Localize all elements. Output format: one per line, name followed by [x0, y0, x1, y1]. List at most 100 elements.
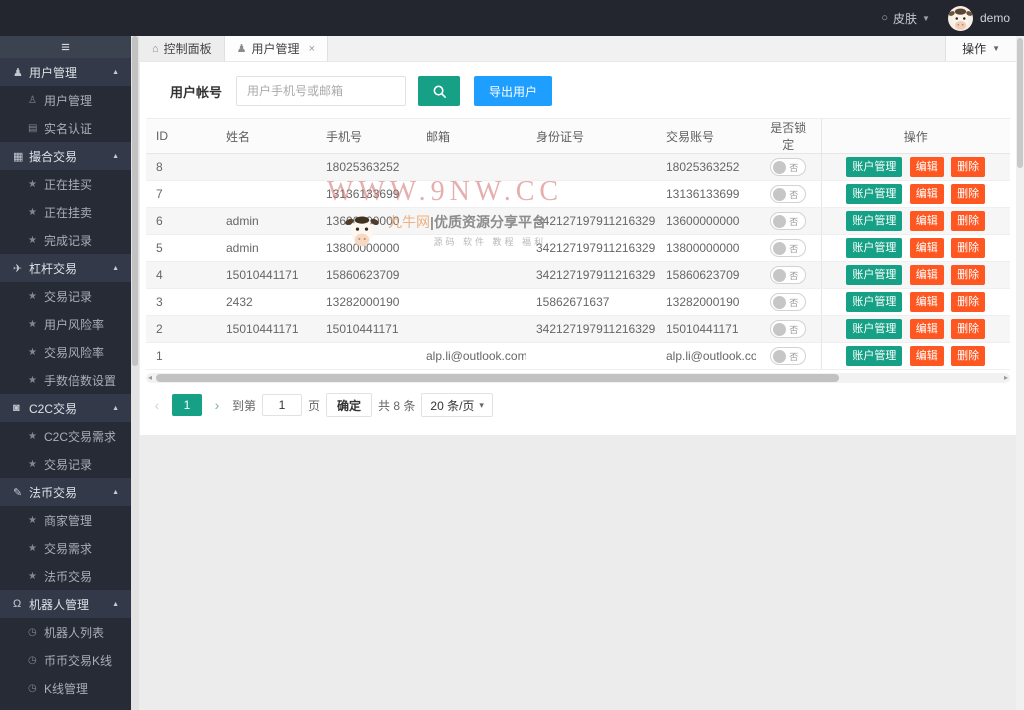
sidebar-item[interactable]: ◷ 币币交易K线 ▲ [0, 646, 131, 674]
cell-id: 3 [146, 288, 216, 316]
sidebar-item[interactable]: Ω 机器人管理 ▲ [0, 590, 131, 618]
edit-button[interactable]: 编辑 [909, 184, 944, 204]
sidebar-item-label: 用户风险率 [44, 317, 105, 332]
current-page-button[interactable]: 1 [172, 394, 202, 416]
user-menu[interactable]: demo [947, 5, 1010, 31]
scroll-left-icon[interactable]: ◂ [148, 373, 153, 382]
cell-email [416, 261, 526, 289]
sidebar-item[interactable]: ★ 商家管理 ▲ [0, 506, 131, 534]
tab-actions-dropdown[interactable]: 操作 ▼ [945, 36, 1016, 61]
edit-button[interactable]: 编辑 [909, 292, 944, 312]
delete-button[interactable]: 删除 [951, 211, 986, 231]
sidebar-item[interactable]: ▤ 实名认证 ▲ [0, 114, 131, 142]
cell-locked: 否 [756, 261, 821, 289]
sidebar-item[interactable]: ✈ 杠杆交易 ▲ [0, 254, 131, 282]
col-locked: 是否锁定 [756, 118, 821, 154]
sidebar-item[interactable]: ★ 正在挂买 ▲ [0, 170, 131, 198]
cell-account: 15860623709 [656, 261, 756, 289]
sidebar-item[interactable]: ♟ 用户管理 ▲ [0, 58, 131, 86]
account-manage-button[interactable]: 账户管理 [846, 292, 903, 312]
account-manage-button[interactable]: 账户管理 [846, 184, 903, 204]
sidebar-item[interactable]: ◙ C2C交易 ▲ [0, 394, 131, 422]
page-scrollbar[interactable] [1016, 36, 1024, 710]
scrollbar-thumb[interactable] [156, 374, 839, 382]
lock-toggle[interactable]: 否 [770, 347, 807, 365]
lock-toggle[interactable]: 否 [770, 266, 807, 284]
search-button[interactable] [418, 76, 461, 106]
sidebar-item[interactable]: ★ 交易风险率 ▲ [0, 338, 131, 366]
lock-toggle[interactable]: 否 [770, 185, 807, 203]
lock-toggle[interactable]: 否 [770, 158, 807, 176]
toggle-label: 否 [789, 351, 799, 362]
scroll-right-icon[interactable]: ▸ [1003, 373, 1008, 382]
tab-user-management[interactable]: ♟ 用户管理 × [224, 36, 328, 61]
table-row: 7 13136133699 13136133699 否 [146, 180, 1010, 208]
sidebar-item[interactable]: ★ 交易记录 ▲ [0, 282, 131, 310]
close-icon[interactable]: × [308, 42, 315, 55]
export-users-button[interactable]: 导出用户 [474, 76, 553, 106]
goto-suffix-label: 页 [308, 398, 321, 413]
sidebar-item[interactable]: ◷ 机器人列表 ▲ [0, 618, 131, 646]
cell-locked: 否 [756, 342, 821, 370]
account-manage-button[interactable]: 账户管理 [846, 211, 903, 231]
sidebar-item-label: 实名认证 [44, 121, 93, 136]
lock-toggle[interactable]: 否 [770, 293, 807, 311]
cell-email [416, 153, 526, 181]
sidebar-scrollbar[interactable] [131, 36, 139, 710]
delete-button[interactable]: 删除 [951, 265, 986, 285]
select-caret-icon: ▾ [479, 399, 484, 410]
sidebar-item[interactable]: ★ 交易需求 ▲ [0, 534, 131, 562]
sidebar-item[interactable]: ♙ 用户管理 ▲ [0, 86, 131, 114]
delete-button[interactable]: 删除 [951, 319, 986, 339]
account-manage-button[interactable]: 账户管理 [846, 238, 903, 258]
sidebar-item[interactable]: ★ 手数倍数设置 ▲ [0, 366, 131, 394]
sidebar-item[interactable]: ◷ K线管理 ▲ [0, 674, 131, 702]
lock-toggle[interactable]: 否 [770, 239, 807, 257]
sidebar-item-label: 交易风险率 [44, 345, 105, 360]
table-row: 4 15010441171 15860623709 34212719791121… [146, 261, 1010, 289]
edit-button[interactable]: 编辑 [909, 211, 944, 231]
sidebar-item[interactable]: ★ 正在挂卖 ▲ [0, 198, 131, 226]
lock-toggle[interactable]: 否 [770, 212, 807, 230]
search-input[interactable] [236, 76, 407, 106]
cell-idcard: 342127197911216329 [526, 207, 656, 235]
delete-button[interactable]: 删除 [951, 184, 986, 204]
delete-button[interactable]: 删除 [951, 292, 986, 312]
account-manage-button[interactable]: 账户管理 [846, 346, 903, 366]
toggle-knob-icon [773, 187, 787, 201]
account-manage-button[interactable]: 账户管理 [846, 265, 903, 285]
sidebar-item[interactable]: ★ C2C交易需求 ▲ [0, 422, 131, 450]
sidebar-item[interactable]: ★ 法币交易 ▲ [0, 562, 131, 590]
sidebar-item-label: C2C交易 [29, 401, 78, 416]
cell-id: 8 [146, 153, 216, 181]
horizontal-scrollbar[interactable]: ◂ ▸ [146, 373, 1010, 383]
goto-page-input[interactable] [262, 394, 303, 416]
sidebar-item[interactable]: ✎ 法币交易 ▲ [0, 478, 131, 506]
edit-button[interactable]: 编辑 [909, 238, 944, 258]
toggle-knob-icon [773, 241, 787, 255]
prev-page-icon[interactable]: ‹ [154, 397, 160, 413]
sidebar-item-icon: ✈ [13, 262, 23, 275]
edit-button[interactable]: 编辑 [909, 319, 944, 339]
delete-button[interactable]: 删除 [951, 238, 986, 258]
delete-button[interactable]: 删除 [951, 346, 986, 366]
skin-switcher[interactable]: ○ 皮肤 ▼ [881, 10, 930, 27]
page-size-select[interactable]: 20 条/页 ▾ [421, 393, 493, 417]
delete-button[interactable]: 删除 [951, 157, 986, 177]
cell-email [416, 180, 526, 208]
account-manage-button[interactable]: 账户管理 [846, 157, 903, 177]
next-page-icon[interactable]: › [214, 397, 220, 413]
lock-toggle[interactable]: 否 [770, 320, 807, 338]
goto-confirm-button[interactable]: 确定 [326, 393, 373, 417]
sidebar-item[interactable]: ★ 完成记录 ▲ [0, 226, 131, 254]
sidebar-item-icon: ★ [28, 234, 37, 246]
edit-button[interactable]: 编辑 [909, 346, 944, 366]
sidebar-item[interactable]: ★ 用户风险率 ▲ [0, 310, 131, 338]
sidebar-item[interactable]: ▦ 撮合交易 ▲ [0, 142, 131, 170]
tab-dashboard[interactable]: ⌂ 控制面板 [140, 36, 225, 61]
sidebar-collapse-button[interactable]: ≡ [0, 36, 131, 58]
sidebar-item[interactable]: ★ 交易记录 ▲ [0, 450, 131, 478]
account-manage-button[interactable]: 账户管理 [846, 319, 903, 339]
edit-button[interactable]: 编辑 [909, 265, 944, 285]
edit-button[interactable]: 编辑 [909, 157, 944, 177]
